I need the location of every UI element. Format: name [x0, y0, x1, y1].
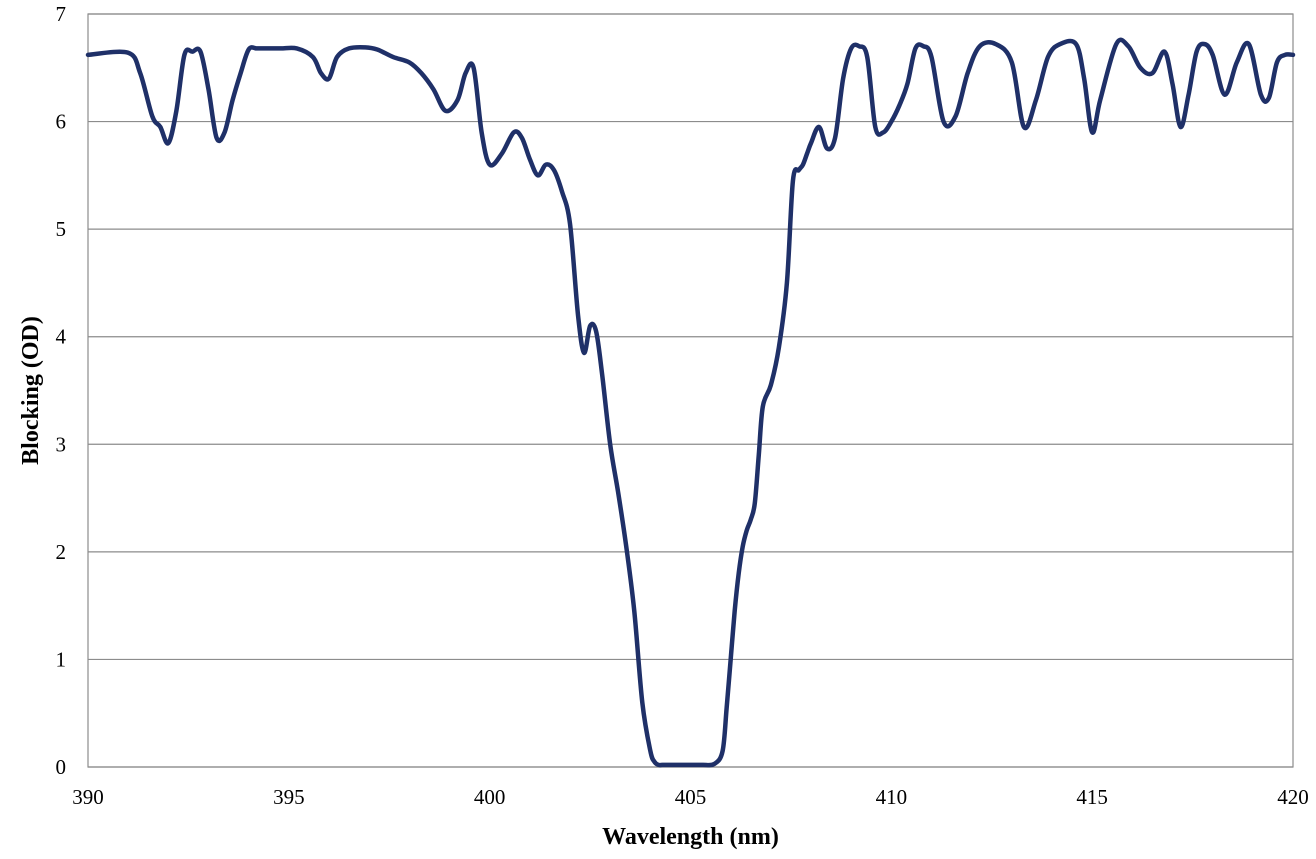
y-tick-label: 3	[56, 432, 67, 456]
x-tick-label: 390	[72, 785, 104, 809]
x-tick-label: 395	[273, 785, 305, 809]
y-tick-label: 1	[56, 647, 67, 671]
x-axis-tick-labels: 390 395 400 405 410 415 420	[72, 785, 1309, 809]
y-tick-label: 6	[56, 110, 67, 134]
x-tick-label: 415	[1076, 785, 1108, 809]
y-axis-title: Blocking (OD)	[18, 316, 44, 465]
y-tick-label: 2	[56, 540, 67, 564]
x-tick-label: 410	[876, 785, 908, 809]
gridlines	[88, 13, 1293, 768]
y-tick-label: 4	[56, 325, 67, 349]
x-axis-title: Wavelength (nm)	[602, 824, 779, 850]
x-tick-label: 405	[675, 785, 707, 809]
x-tick-label: 400	[474, 785, 506, 809]
blocking-od-series-line	[85, 37, 1296, 768]
y-tick-label: 7	[56, 2, 67, 26]
y-tick-label: 5	[56, 217, 67, 241]
plot-area-border	[87, 13, 1294, 768]
x-tick-label: 420	[1277, 785, 1309, 809]
y-axis-tick-labels: 0 1 2 3 4 5 6 7	[56, 2, 67, 779]
y-tick-label: 0	[56, 755, 67, 779]
